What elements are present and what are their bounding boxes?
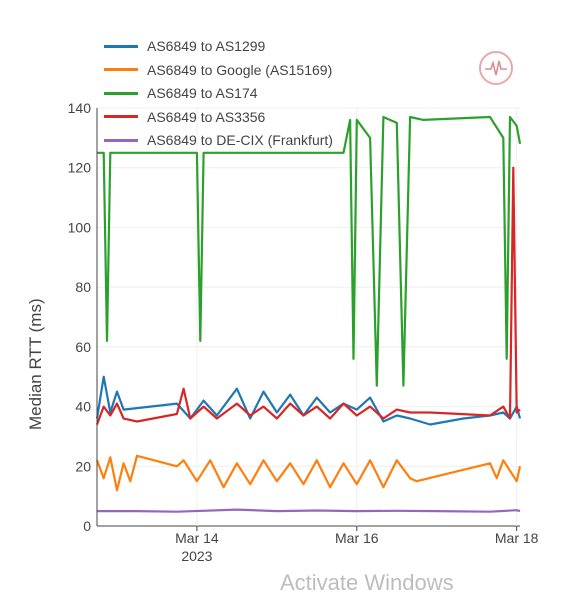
series-line-5[interactable] — [97, 508, 521, 513]
y-tick-labels: 0 20 40 60 80 100 120 140 — [68, 100, 92, 534]
legend-item[interactable]: AS6849 to AS1299 — [104, 36, 265, 56]
x-tick-label: Mar 14 — [175, 530, 219, 546]
y-tick-label: 120 — [68, 160, 92, 176]
legend-item[interactable]: AS6849 to Google (AS15169) — [104, 60, 332, 80]
y-tick-label: 40 — [75, 399, 91, 415]
y-tick-label: 60 — [75, 339, 91, 355]
series-lines — [95, 115, 522, 513]
activate-windows-watermark: Activate Windows — [280, 570, 454, 595]
legend-label: AS6849 to AS3356 — [147, 108, 266, 125]
y-tick-label: 140 — [68, 100, 92, 116]
legend-swatch-icon — [104, 91, 138, 95]
x-tick-labels: Mar 14 2023 Mar 16 Mar 18 — [175, 526, 539, 564]
legend-label: AS6849 to AS174 — [147, 85, 258, 101]
x-tick-label: Mar 18 — [495, 530, 539, 546]
series-line-2[interactable] — [95, 454, 522, 492]
legend-swatch-icon — [104, 138, 138, 142]
x-tick-label: Mar 16 — [335, 530, 379, 546]
y-tick-label: 100 — [68, 219, 92, 235]
legend-label: AS6849 to DE-CIX (Frankfurt) — [147, 132, 333, 148]
legend-item[interactable]: AS6849 to AS3356 — [104, 107, 265, 127]
legend-swatch-icon — [104, 115, 138, 118]
series-line-3[interactable] — [97, 115, 522, 387]
legend-item[interactable]: AS6849 to AS174 — [104, 83, 258, 103]
legend-swatch-icon — [104, 68, 138, 71]
legend-label: AS6849 to AS1299 — [147, 38, 266, 54]
y-tick-label: 80 — [75, 279, 91, 295]
y-tick-label: 20 — [75, 458, 91, 474]
y-tick-label: 0 — [83, 518, 91, 534]
series-line-4[interactable] — [95, 166, 521, 425]
x-tick-year-label: 2023 — [181, 548, 212, 564]
legend-item[interactable]: AS6849 to DE-CIX (Frankfurt) — [104, 130, 333, 150]
plotly-logo-icon[interactable] — [479, 51, 513, 85]
y-axis-title: Median RTT (ms) — [26, 298, 45, 430]
legend-label: AS6849 to Google (AS15169) — [147, 61, 333, 78]
legend-swatch-icon — [104, 44, 138, 48]
grid-lines — [97, 107, 520, 527]
